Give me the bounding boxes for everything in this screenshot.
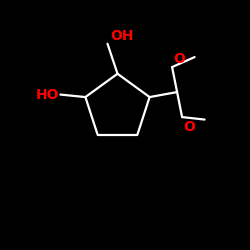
- Text: O: O: [183, 120, 195, 134]
- Text: HO: HO: [36, 88, 59, 102]
- Text: OH: OH: [110, 28, 134, 42]
- Text: O: O: [173, 52, 185, 66]
